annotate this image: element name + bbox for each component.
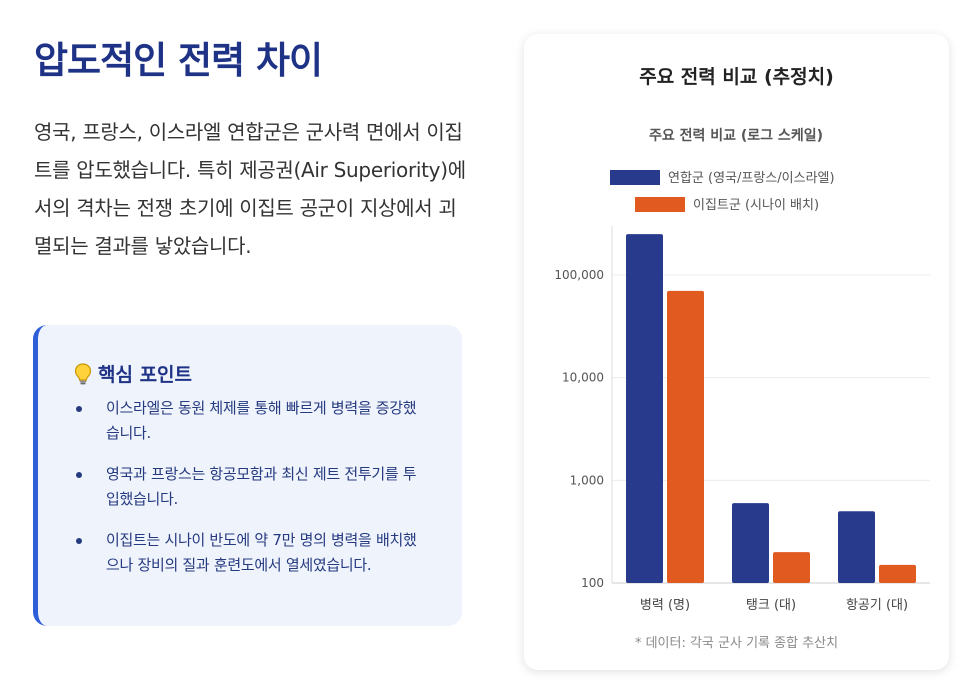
bullet-dot bbox=[76, 406, 82, 412]
key-point-text: 이스라엘은 동원 체제를 통해 빠르게 병력을 증강했습니다. bbox=[106, 399, 417, 442]
key-point-text: 영국과 프랑스는 항공모함과 최신 제트 전투기를 투입했습니다. bbox=[106, 465, 417, 508]
legend-swatch bbox=[635, 197, 685, 212]
y-tick-label: 100,000 bbox=[554, 268, 604, 282]
bar-chart: 주요 전력 비교 (로그 스케일) 연합군 (영국/프랑스/이스라엘) 이집트군 … bbox=[554, 127, 930, 613]
key-points-title: 핵심 포인트 bbox=[98, 364, 193, 386]
y-axis: 100 1,000 10,000 100,000 bbox=[554, 226, 613, 590]
intro-paragraph: 영국, 프랑스, 이스라엘 연합군은 군사력 면에서 이집트를 압도했습니다. … bbox=[34, 120, 466, 258]
card-title: 주요 전력 비교 (추정치) bbox=[639, 66, 834, 88]
bullet-dot bbox=[76, 472, 82, 478]
key-points-list: 이스라엘은 동원 체제를 통해 빠르게 병력을 증강했습니다. 영국과 프랑스는… bbox=[76, 396, 426, 594]
bar-allied-1 bbox=[732, 503, 769, 583]
legend-label: 연합군 (영국/프랑스/이스라엘) bbox=[668, 171, 835, 186]
x-tick-label: 탱크 (대) bbox=[746, 598, 796, 613]
legend-label: 이집트군 (시나이 배치) bbox=[693, 198, 819, 213]
x-tick-label: 병력 (명) bbox=[640, 598, 690, 613]
key-points-header: 핵심 포인트 bbox=[74, 360, 192, 387]
bar-allied-2 bbox=[838, 511, 875, 583]
bullet-dot bbox=[76, 538, 82, 544]
y-tick-label: 1,000 bbox=[570, 473, 604, 487]
y-tick-label: 100 bbox=[581, 576, 604, 590]
bar-egypt-1 bbox=[773, 552, 810, 583]
key-point-item: 이스라엘은 동원 체제를 통해 빠르게 병력을 증강했습니다. bbox=[76, 396, 426, 446]
page-title: 압도적인 전력 차이 bbox=[34, 39, 323, 82]
bar-allied-0 bbox=[626, 234, 663, 583]
chart-card: 주요 전력 비교 (추정치) 주요 전력 비교 (로그 스케일) 연합군 (영국… bbox=[524, 34, 949, 670]
bar-egypt-2 bbox=[879, 564, 916, 583]
key-point-item: 영국과 프랑스는 항공모함과 최신 제트 전투기를 투입했습니다. bbox=[76, 462, 426, 512]
key-point-text: 이집트는 시나이 반도에 약 7만 명의 병력을 배치했으나 장비의 질과 훈련… bbox=[106, 531, 417, 574]
chart-title: 주요 전력 비교 (로그 스케일) bbox=[649, 127, 823, 144]
x-axis: 병력 (명) 탱크 (대) 항공기 (대) bbox=[640, 598, 908, 613]
chart-gridlines bbox=[612, 274, 930, 584]
legend-swatch bbox=[610, 170, 660, 185]
key-point-item: 이집트는 시나이 반도에 약 7만 명의 병력을 배치했으나 장비의 질과 훈련… bbox=[76, 528, 426, 578]
key-points-box: 핵심 포인트 이스라엘은 동원 체제를 통해 빠르게 병력을 증강했습니다. 영… bbox=[33, 325, 462, 626]
data-footnote: * 데이터: 각국 군사 기록 종합 추산치 bbox=[634, 636, 839, 651]
y-tick-label: 10,000 bbox=[562, 371, 604, 385]
chart-legend: 연합군 (영국/프랑스/이스라엘) 이집트군 (시나이 배치) bbox=[610, 170, 835, 213]
x-tick-label: 항공기 (대) bbox=[846, 598, 908, 613]
bar-egypt-0 bbox=[667, 290, 704, 583]
chart-bars bbox=[626, 234, 916, 583]
lightbulb-icon bbox=[74, 362, 92, 384]
